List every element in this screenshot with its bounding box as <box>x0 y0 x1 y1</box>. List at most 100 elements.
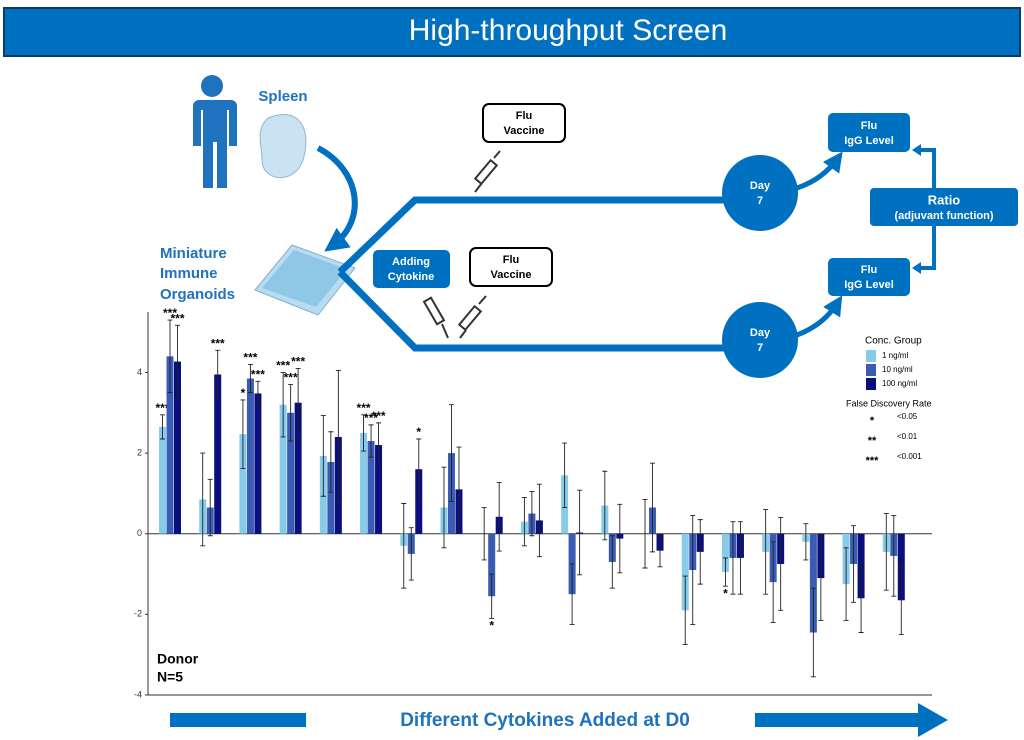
error-bar <box>376 422 382 468</box>
error-bar <box>536 483 542 558</box>
y-tick-label: -4 <box>134 689 142 699</box>
significance: *** <box>372 409 386 423</box>
error-bar <box>255 380 261 406</box>
bar <box>174 361 181 534</box>
error-bar <box>368 424 374 458</box>
person-icon <box>193 75 237 188</box>
y-tick-label: 2 <box>137 447 142 457</box>
significance: * <box>241 386 246 400</box>
significance: *** <box>251 368 265 382</box>
vaccine-label: Flu <box>503 254 520 266</box>
legend-swatch <box>866 378 876 390</box>
cytokine-box <box>373 250 450 288</box>
bar <box>246 378 254 534</box>
spleen-icon <box>259 113 307 179</box>
error-bar <box>577 489 583 576</box>
fdr-symbol: * <box>870 415 875 427</box>
error-bar <box>481 507 487 561</box>
arrow <box>316 145 358 252</box>
chart: -4-2024*********************************… <box>134 306 932 699</box>
error-bar <box>697 519 703 585</box>
error-bar <box>489 573 495 619</box>
legend-title: Conc. Group <box>865 336 922 347</box>
bar <box>166 356 174 534</box>
legend-swatch <box>866 350 876 362</box>
igg-label: IgG Level <box>844 135 894 147</box>
day-circle <box>722 155 798 231</box>
error-bar <box>328 431 334 493</box>
error-bar <box>737 521 743 595</box>
error-bar <box>891 515 897 597</box>
header-bar <box>3 7 1021 57</box>
error-bar <box>160 414 165 440</box>
error-bar <box>650 462 656 553</box>
error-bar <box>200 452 206 547</box>
significance: * <box>416 425 421 439</box>
legend-swatch <box>866 364 876 376</box>
arrow <box>796 151 843 191</box>
day-label: Day <box>750 327 771 339</box>
syringe-icon <box>457 295 487 339</box>
error-bar <box>247 363 253 394</box>
y-tick-label: 4 <box>137 367 142 377</box>
annotation: N=5 <box>157 669 183 685</box>
error-bar <box>609 535 615 589</box>
y-tick-label: -2 <box>134 609 142 619</box>
title: High-throughput Screen <box>409 14 728 47</box>
igg-box <box>828 258 910 296</box>
bar <box>294 402 302 534</box>
significance: *** <box>211 336 225 350</box>
arrow <box>796 295 843 338</box>
error-bar <box>617 503 623 574</box>
pipette-icon <box>422 296 449 339</box>
error-bar <box>288 384 294 442</box>
error-bar <box>770 541 776 623</box>
significance: *** <box>284 371 298 385</box>
branch <box>337 269 735 352</box>
footer-bar <box>170 713 306 727</box>
fdr-label: <0.001 <box>897 452 922 461</box>
error-bar <box>858 563 864 633</box>
fdr-title: False Discovery Rate <box>846 398 932 408</box>
error-bar <box>521 497 527 547</box>
significance: *** <box>364 411 378 425</box>
day-label: Day <box>750 180 771 192</box>
legend-label: 1 ng/ml <box>882 351 908 360</box>
error-bar <box>803 523 809 561</box>
significance: * <box>489 619 494 633</box>
vaccine-label: Vaccine <box>491 269 532 281</box>
error-bar <box>456 446 462 533</box>
error-bar <box>722 557 728 587</box>
cytokine-label: Adding <box>392 256 430 268</box>
error-bar <box>529 490 535 537</box>
vaccine-box <box>469 247 553 287</box>
error-bar <box>602 470 608 541</box>
error-bar <box>818 535 824 621</box>
bar <box>214 374 222 534</box>
error-bar <box>898 565 904 635</box>
error-bar <box>175 324 180 399</box>
error-bar <box>240 399 246 469</box>
bar <box>375 445 383 534</box>
footer-label: Different Cytokines Added at D0 <box>400 710 690 731</box>
error-bar <box>562 442 568 508</box>
igg-label: Flu <box>861 120 878 132</box>
igg-label: Flu <box>861 264 878 276</box>
error-bar <box>730 521 736 595</box>
error-bar <box>642 499 648 569</box>
day-label: 7 <box>757 195 763 207</box>
annotation: Donor <box>157 651 199 667</box>
bar <box>327 461 335 534</box>
spleen-label: Spleen <box>258 88 307 105</box>
error-bar <box>167 319 173 394</box>
bar <box>287 412 295 534</box>
organoid-label: Immune <box>160 265 218 282</box>
error-bar <box>810 587 816 678</box>
significance: *** <box>291 355 305 369</box>
significance: *** <box>243 351 257 365</box>
day-label: 7 <box>757 342 763 354</box>
y-tick-label: 0 <box>137 528 142 538</box>
branch <box>337 196 735 275</box>
error-bar <box>851 525 857 603</box>
